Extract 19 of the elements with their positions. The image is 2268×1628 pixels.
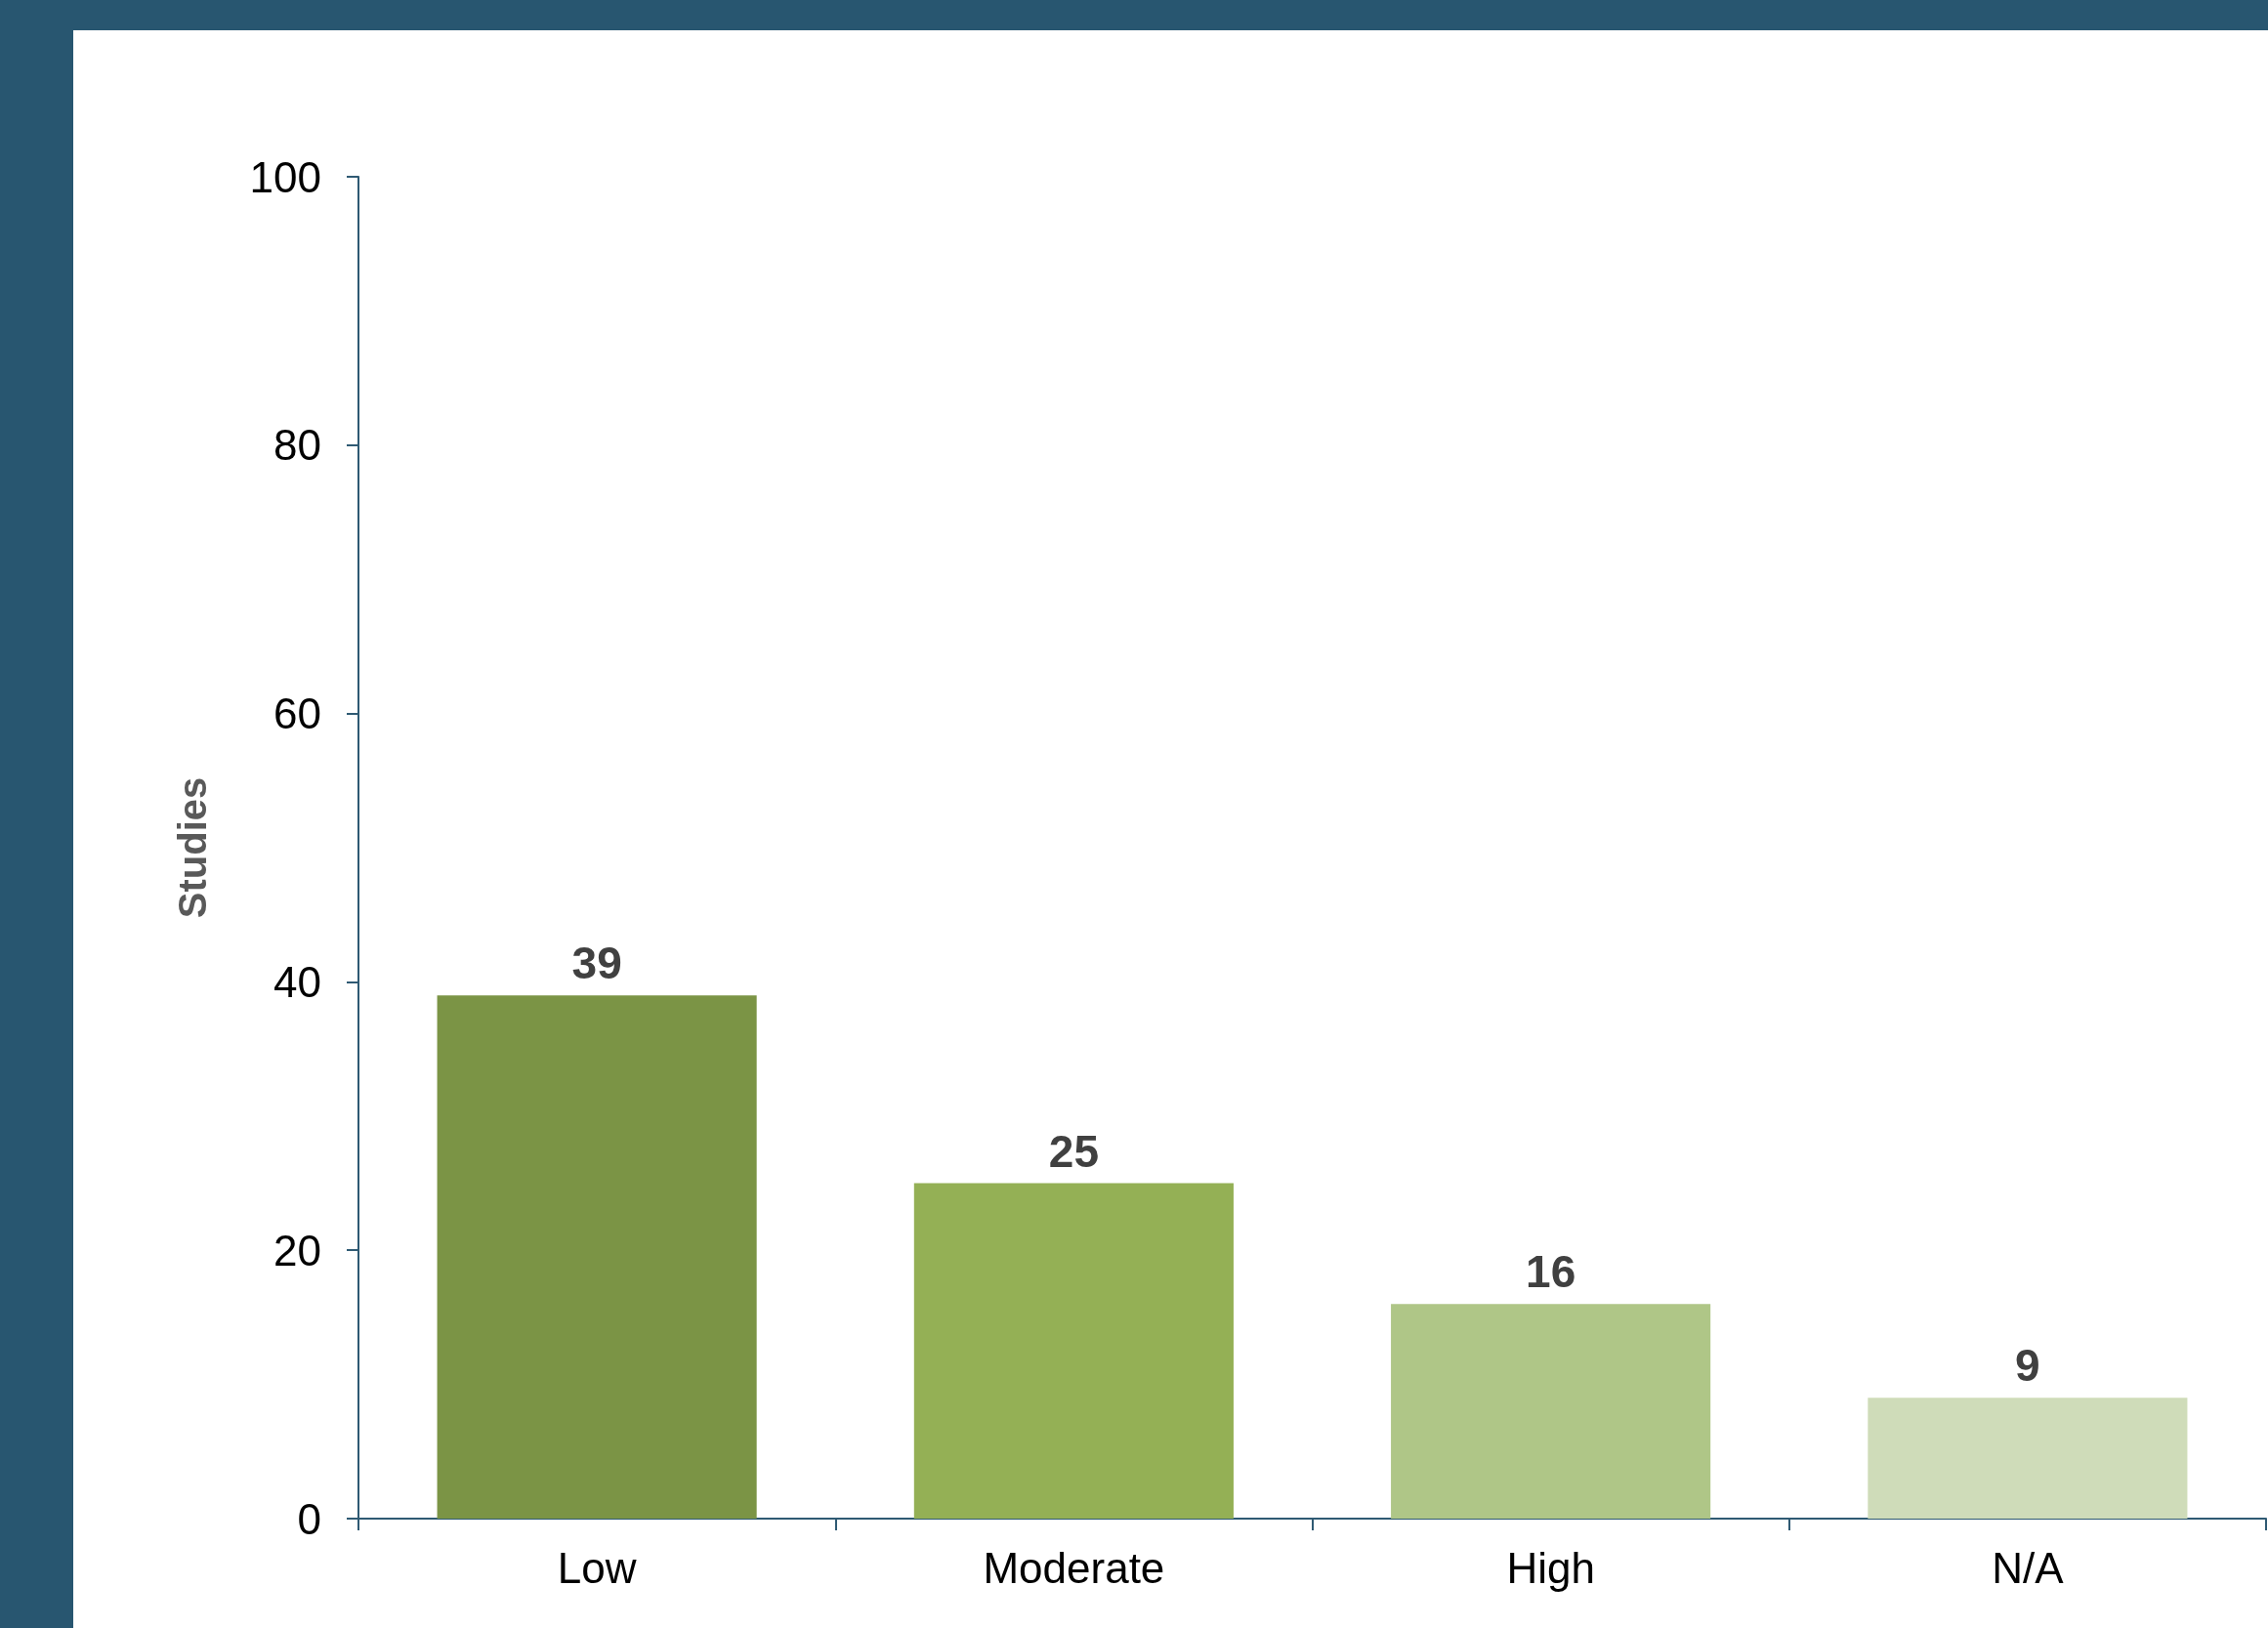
bar	[1868, 1398, 2188, 1519]
x-tick-label: Low	[557, 1543, 637, 1592]
data-label: 39	[571, 938, 622, 989]
data-label: 9	[2015, 1340, 2040, 1392]
y-tick-label: 80	[273, 421, 321, 470]
x-tick-label: High	[1506, 1543, 1595, 1592]
y-tick-label: 0	[297, 1494, 321, 1543]
bar	[913, 1183, 1234, 1519]
x-tick-label: N/A	[1992, 1543, 2065, 1592]
y-tick-label: 40	[273, 957, 321, 1006]
y-tick-label: 100	[249, 152, 321, 201]
y-axis-title: Studies	[171, 776, 214, 919]
y-tick-label: 60	[273, 689, 321, 738]
y-tick-label: 20	[273, 1226, 321, 1274]
bar	[437, 995, 757, 1519]
x-tick-label: Moderate	[983, 1543, 1165, 1592]
bar	[1391, 1304, 1711, 1519]
data-label: 25	[1048, 1125, 1099, 1177]
data-label: 16	[1526, 1246, 1576, 1298]
